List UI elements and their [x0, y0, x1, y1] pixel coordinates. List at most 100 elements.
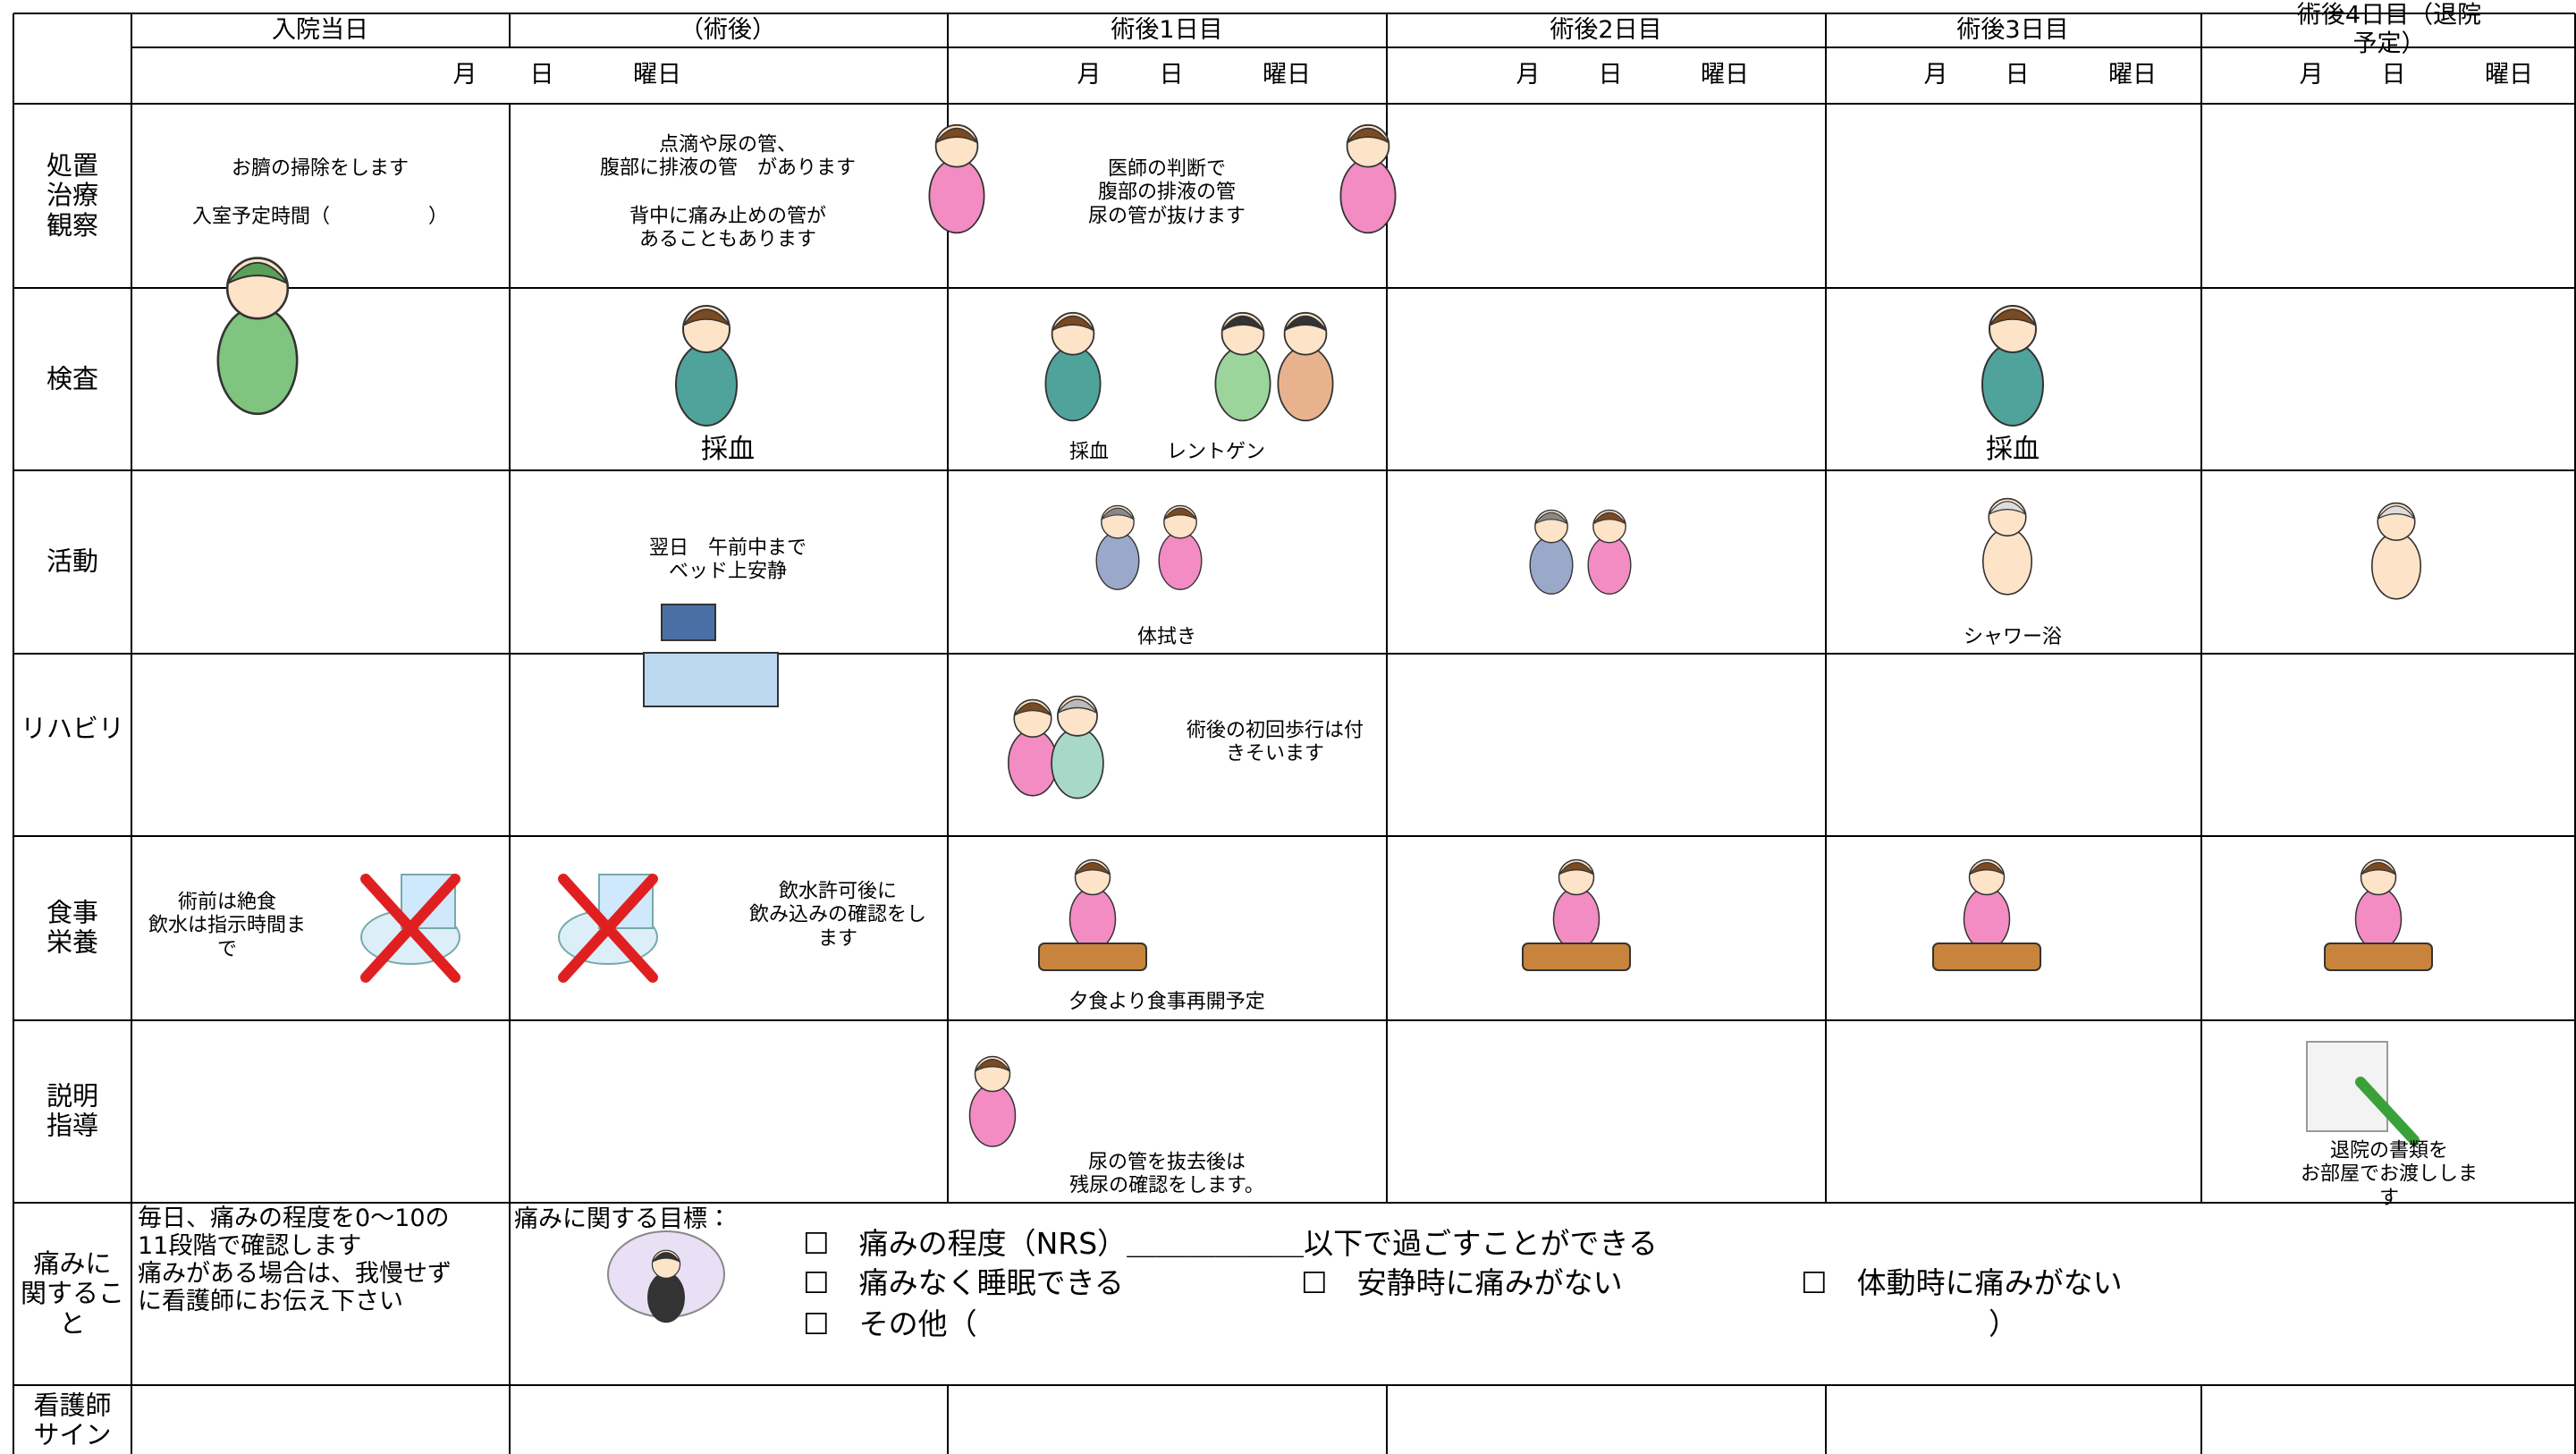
illustration: [646, 1249, 686, 1323]
illustration: [675, 305, 738, 427]
illustration-part: [1095, 531, 1140, 590]
cell-text: 採血: [701, 434, 755, 465]
date-label: 月: [1516, 60, 1541, 89]
illustration-part: [1075, 861, 1111, 875]
illustration: [1963, 858, 2011, 951]
illustration-part: [1052, 315, 1094, 332]
illustration-part: [1221, 315, 1264, 332]
date-label: 曜日: [1701, 60, 1749, 89]
cell-text: シャワー浴: [1963, 625, 2063, 648]
illustration-part: [928, 157, 985, 234]
date-label: 曜日: [2108, 60, 2157, 89]
illustration-part: [1347, 127, 1389, 144]
illustration-part: [226, 261, 289, 285]
row-label: リハビリ: [20, 713, 125, 744]
cell-text: 飲水許可後に 飲み込みの確認をし ます: [748, 880, 927, 951]
cell-text: 採血: [1068, 440, 1110, 463]
cell-text: 入室予定時間（ ）: [191, 205, 449, 228]
illustration-part: [675, 342, 738, 427]
illustration-part: [968, 1084, 1017, 1147]
illustration: [1038, 943, 1147, 971]
illustration: [928, 123, 985, 234]
illustration-part: [1969, 861, 2005, 875]
illustration-part: [1592, 511, 1626, 525]
illustration: [1095, 504, 1140, 590]
date-label: 日: [2005, 60, 2030, 89]
pain-goal-option: ☐ 痛みの程度（NRS）＿＿＿＿＿＿以下で過ごすことができる: [803, 1226, 1658, 1262]
illustration: [2370, 502, 2422, 600]
illustration-part: [682, 309, 731, 326]
pain-note: 毎日、痛みの程度を0～10の 11段階で確認します 痛みがある場合は、我慢せず …: [138, 1205, 452, 1316]
row-label: 処置 治療 観察: [46, 149, 99, 241]
illustration-part: [652, 1252, 680, 1263]
pain-goal-close: ）: [1989, 1306, 2018, 1342]
row-label: 食事 栄養: [46, 897, 99, 958]
cell-text: 点滴や尿の管、 腹部に排液の管 があります: [599, 133, 857, 180]
illustration-part: [1284, 315, 1327, 332]
illustration-part: [1163, 507, 1197, 520]
cell-text: 術前は絶食 飲水は指示時間ま で: [148, 891, 307, 961]
cell-text: 尿の管を抜去後は 残尿の確認をします。: [1069, 1151, 1264, 1197]
illustration-part: [975, 1058, 1010, 1072]
illustration-part: [1981, 528, 2033, 596]
illustration: [1044, 311, 1102, 422]
cell-text: レントゲン: [1166, 440, 1266, 463]
illustration: [1068, 858, 1117, 951]
illustration-part: [1963, 887, 2011, 951]
illustration-part: [1981, 342, 2044, 427]
illustration: [2306, 1041, 2388, 1132]
illustration: [1277, 311, 1334, 422]
illustration: [1932, 943, 2041, 971]
pain-goal-option: ☐ 体動時に痛みがない: [1801, 1265, 2123, 1301]
pain-goal-option: ☐ 安静時に痛みがない: [1301, 1265, 1623, 1301]
cell-text: 退院の書類を お部屋でお渡しします: [2300, 1139, 2478, 1210]
date-label: 曜日: [633, 60, 681, 89]
illustration: [1552, 858, 1600, 951]
cell-text: 体拭き: [1136, 625, 1197, 648]
cell-text: 背中に痛み止めの管が あることもあります: [629, 205, 827, 251]
illustration-part: [1158, 531, 1203, 590]
illustration: [661, 604, 716, 641]
row-label: 活動: [46, 545, 99, 577]
illustration-part: [1339, 157, 1397, 234]
illustration-part: [2370, 532, 2422, 600]
illustration-part: [1558, 861, 1594, 875]
illustration: [643, 652, 779, 707]
cell-text: お臍の掃除をします: [231, 156, 410, 180]
row-label: 痛みに 関するこ と: [20, 1247, 125, 1339]
date-label: 月: [2299, 60, 2324, 89]
illustration-part: [1989, 309, 2037, 326]
date-label: 日: [1159, 60, 1184, 89]
illustration: [2355, 1077, 2420, 1145]
day-header: 術後3日目: [1956, 15, 2069, 44]
date-label: 曜日: [1263, 60, 1311, 89]
day-header: （術後）: [680, 15, 776, 44]
cell-text: 医師の判断で 腹部の排液の管 尿の管が抜けます: [1087, 157, 1246, 228]
illustration: [1007, 698, 1059, 797]
day-header: 入院当日: [272, 15, 368, 44]
illustration: [1981, 497, 2033, 596]
illustration: [2354, 858, 2403, 951]
date-label: 曜日: [2485, 60, 2533, 89]
date-label: 日: [1598, 60, 1623, 89]
illustration-part: [2377, 505, 2416, 520]
illustration: [1339, 123, 1397, 234]
illustration-part: [1988, 501, 2027, 515]
day-header: 術後2日目: [1550, 15, 1662, 44]
cell-text: 採血: [1986, 434, 2040, 465]
illustration-part: [1277, 345, 1334, 422]
illustration: [360, 874, 460, 983]
illustration: [1051, 695, 1104, 799]
date-label: 月: [1077, 60, 1102, 89]
illustration-part: [1214, 345, 1271, 422]
date-label: 日: [2381, 60, 2406, 89]
date-label: 日: [529, 60, 554, 89]
illustration-part: [1051, 727, 1104, 799]
illustration-part: [1007, 729, 1059, 797]
row-label: 看護師 サイン: [33, 1390, 112, 1450]
illustration-part: [935, 127, 978, 144]
illustration-part: [646, 1272, 686, 1323]
illustration-part: [1529, 536, 1574, 595]
illustration-part: [1013, 702, 1052, 716]
